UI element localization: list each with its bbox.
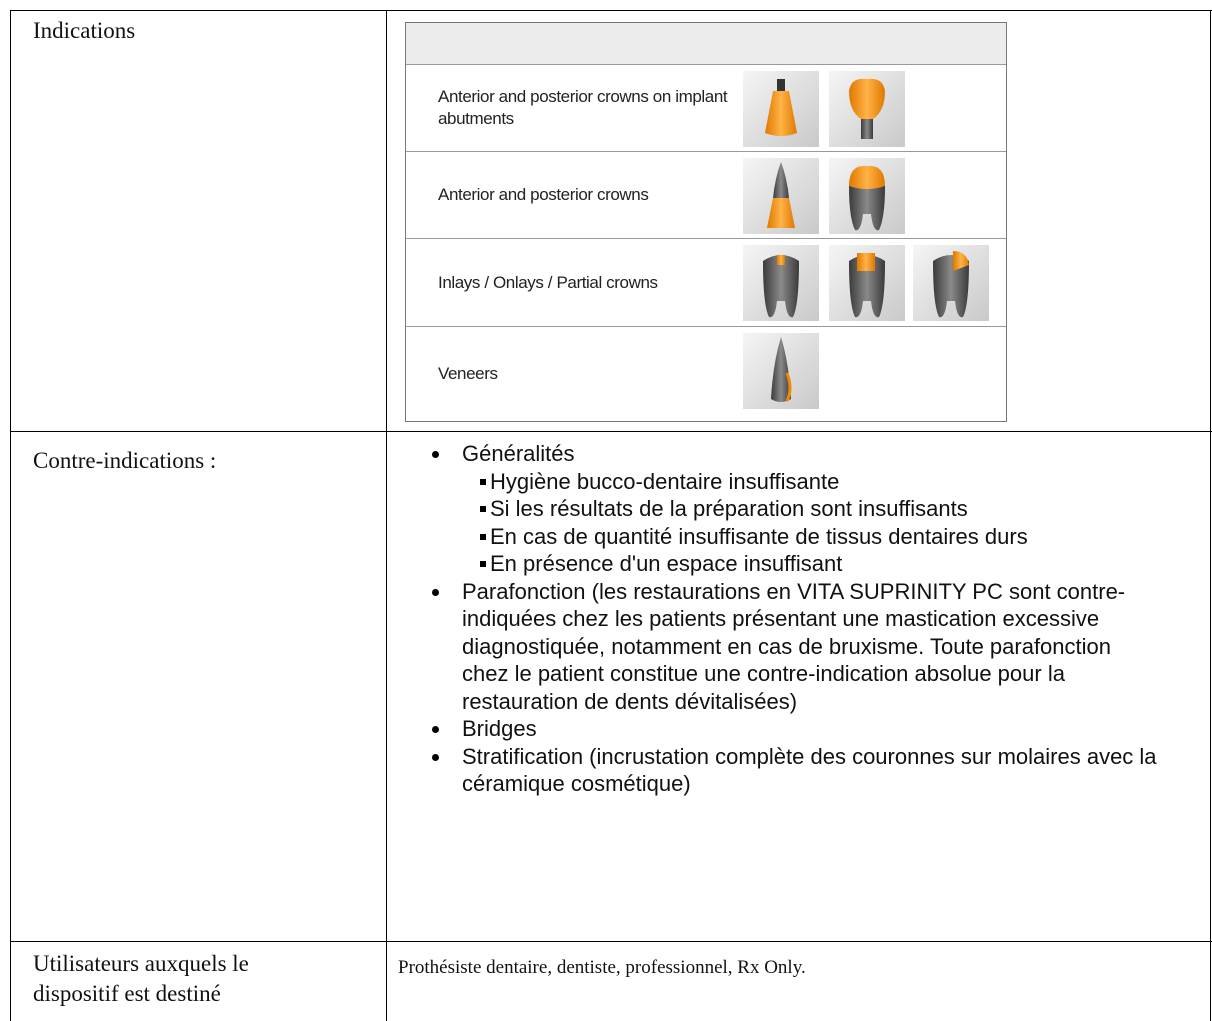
tooth-icon	[743, 333, 819, 409]
tooth-icon	[829, 71, 905, 147]
indication-row: Anterior and posterior crowns on implant…	[406, 65, 1006, 152]
sub-item: Si les résultats de la préparation sont …	[430, 495, 1200, 523]
row-label: Indications	[33, 18, 136, 43]
indication-row: Inlays / Onlays / Partial crowns	[406, 239, 1006, 327]
tooth-icon	[829, 245, 905, 321]
border	[10, 941, 1212, 942]
indication-text: Anterior and posterior crowns	[438, 185, 649, 204]
indication-text: Anterior and posterior crowns on implant…	[438, 87, 728, 128]
tooth-icon	[913, 245, 989, 321]
row-label: Contre-indications :	[33, 448, 217, 473]
figure-header	[406, 23, 1006, 65]
tooth-icon	[743, 71, 819, 147]
indication-text: Inlays / Onlays / Partial crowns	[438, 272, 658, 292]
sub-item: Hygiène bucco-dentaire insuffisante	[430, 468, 1200, 496]
tooth-icon	[743, 245, 819, 321]
row-label: Utilisateurs auxquels le dispositif est …	[33, 951, 249, 1006]
border	[1210, 10, 1211, 1021]
tooth-icon	[829, 158, 905, 234]
list-item: Bridges	[430, 715, 1200, 743]
list-item: Parafonction (les restaurations en VITA …	[430, 578, 1162, 716]
tooth-icon	[743, 158, 819, 234]
contraindication-list: Généralités Hygiène bucco-dentaire insuf…	[430, 440, 1200, 798]
border	[10, 431, 1212, 432]
row-value: Prothésiste dentaire, dentiste, professi…	[398, 957, 806, 978]
indication-row: Veneers	[406, 327, 1006, 421]
indications-figure: Anterior and posterior crowns on implant…	[405, 22, 1007, 422]
border	[386, 10, 387, 1021]
border	[10, 10, 1212, 11]
list-item: Généralités	[430, 440, 1200, 468]
indication-text: Veneers	[438, 364, 498, 383]
border	[10, 10, 11, 1021]
sub-item: En présence d'un espace insuffisant	[430, 550, 1200, 578]
sub-item: En cas de quantité insuffisante de tissu…	[430, 523, 1050, 551]
list-item: Stratification (incrustation complète de…	[430, 743, 1162, 798]
indication-row: Anterior and posterior crowns	[406, 152, 1006, 239]
